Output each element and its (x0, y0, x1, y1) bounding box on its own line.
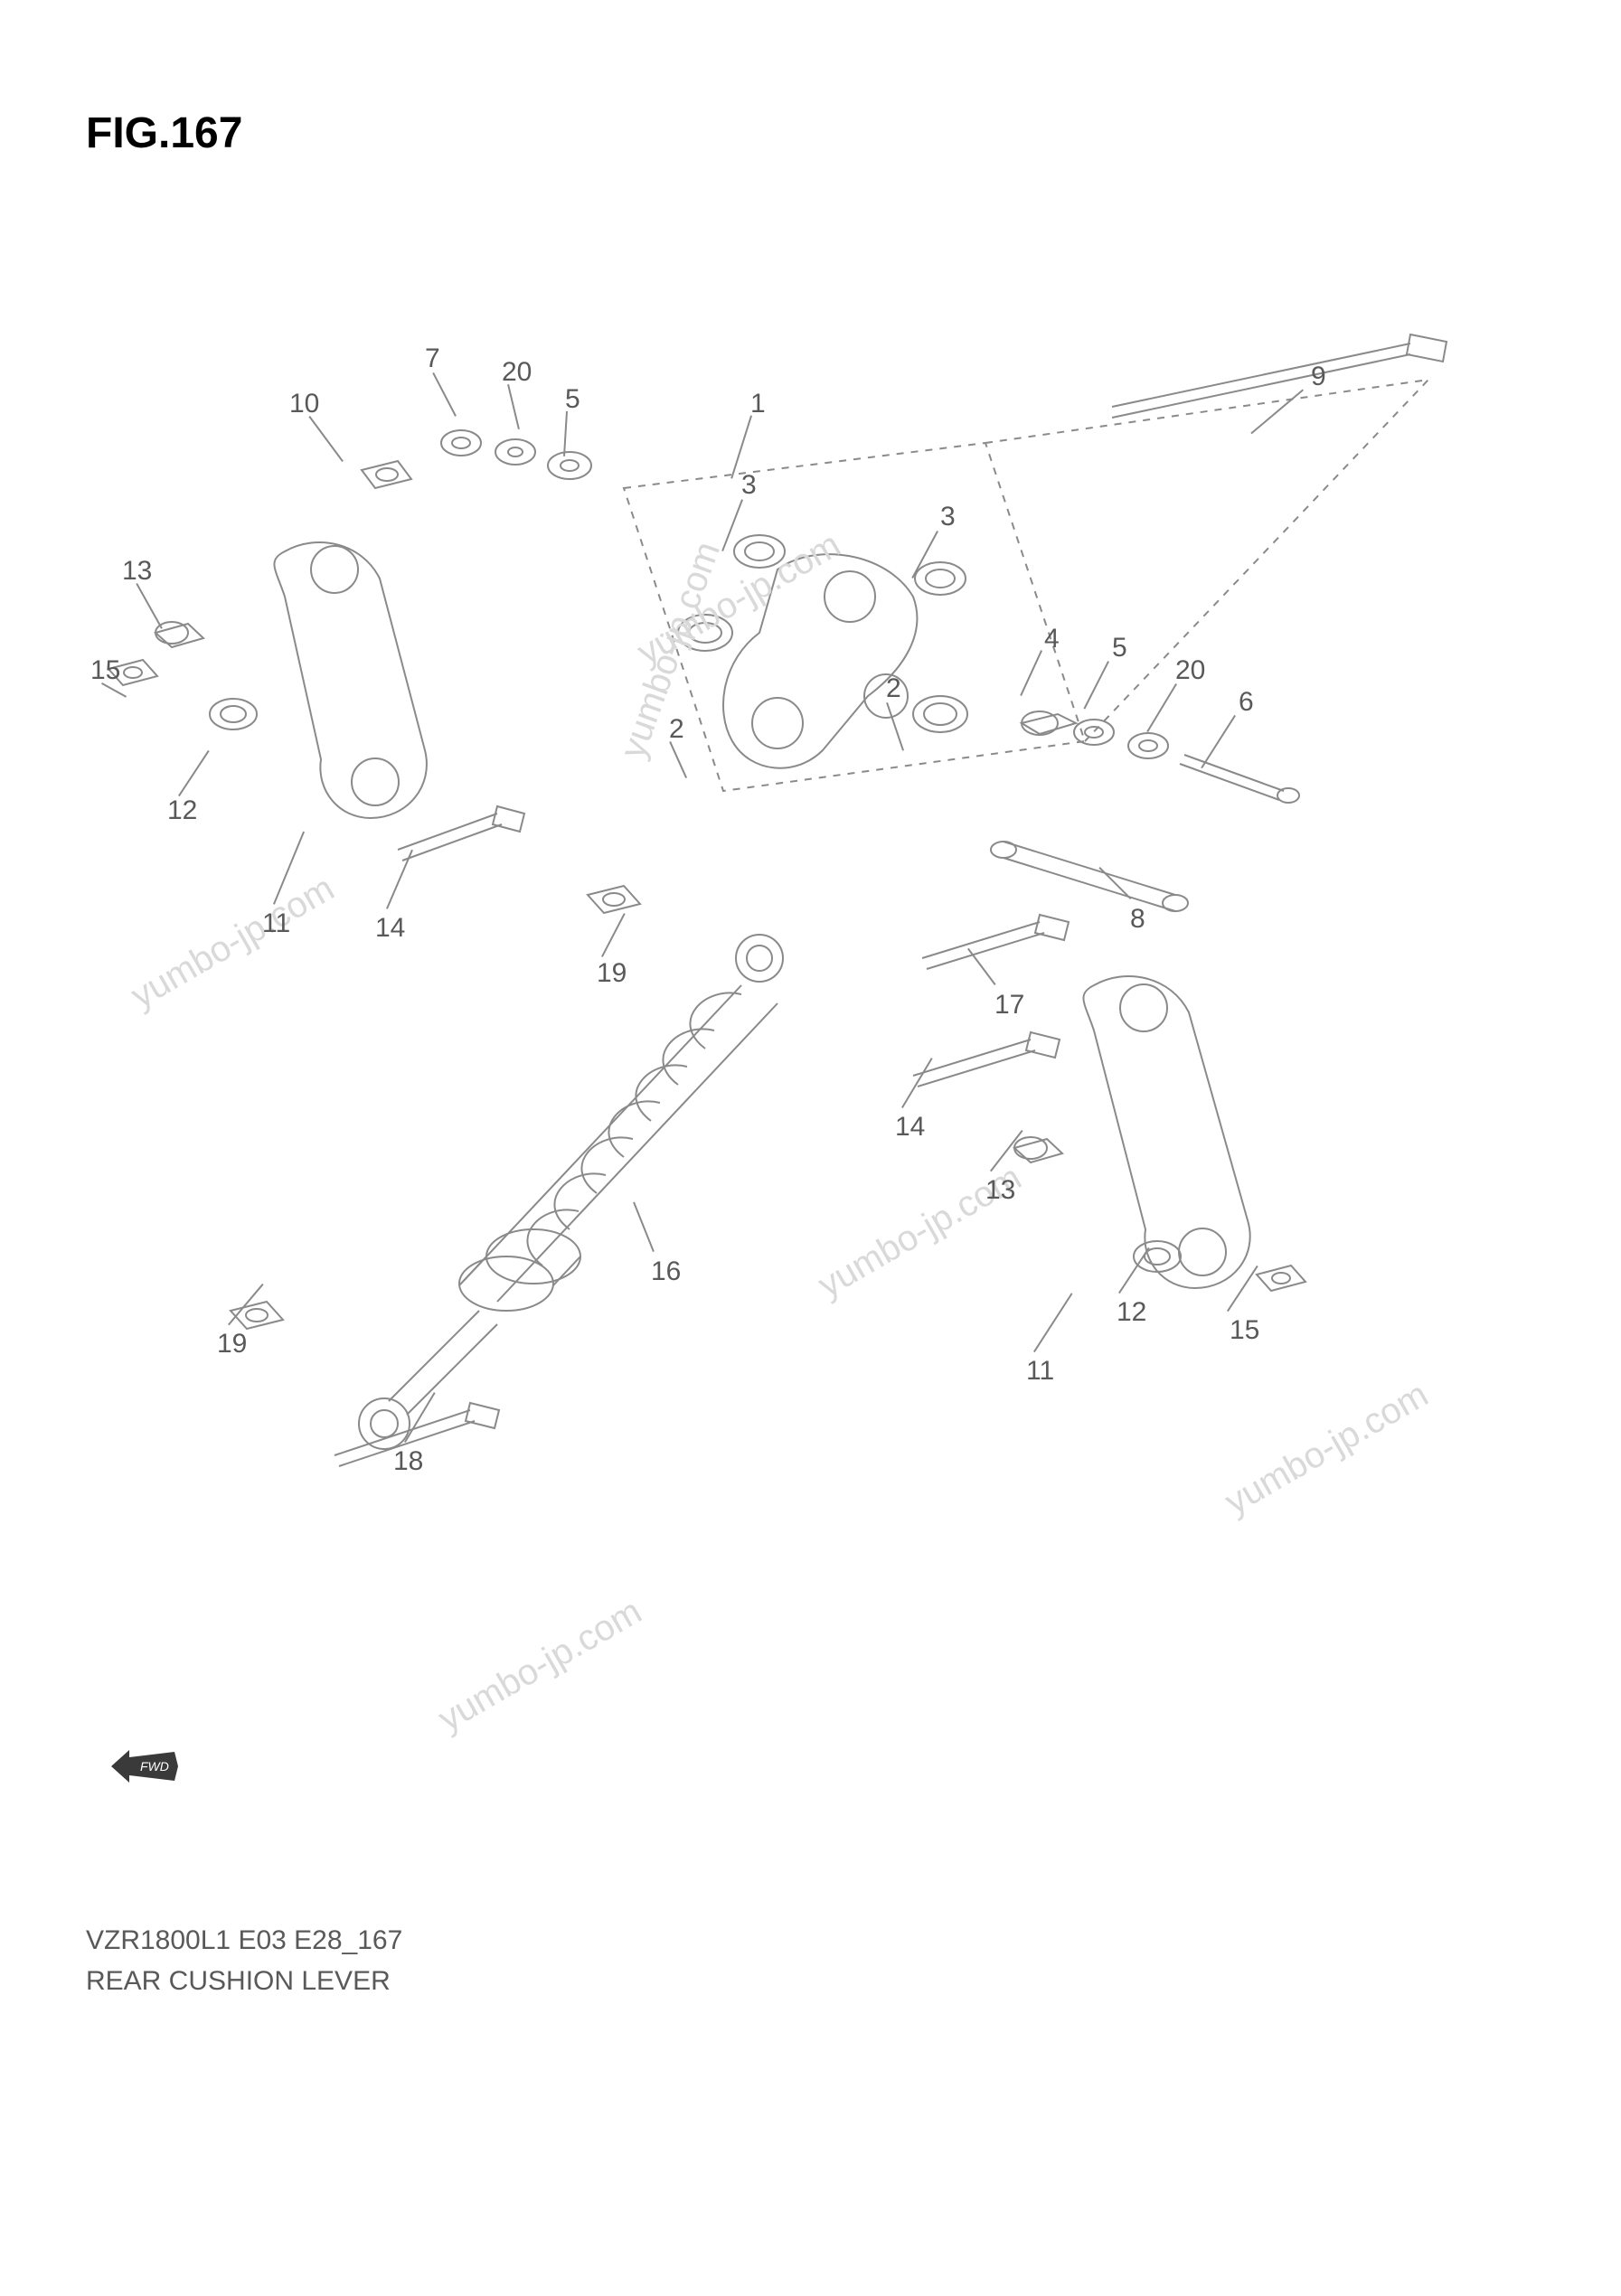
callout-18: 18 (393, 1446, 423, 1477)
callout-8: 8 (1130, 904, 1145, 935)
callout-1: 1 (750, 389, 766, 419)
exploded-diagram (72, 271, 1546, 1790)
figure-title: FIG.167 (86, 108, 242, 158)
callout-3b: 3 (940, 502, 956, 532)
callout-4: 4 (1044, 624, 1060, 654)
callout-3: 3 (741, 470, 757, 501)
callout-5b: 5 (1112, 633, 1127, 663)
callout-20b: 20 (1175, 655, 1205, 686)
callout-15: 15 (90, 655, 120, 686)
callout-19: 19 (597, 958, 627, 989)
callout-12b: 12 (1117, 1297, 1146, 1328)
callout-7: 7 (425, 343, 440, 374)
callout-20: 20 (502, 357, 532, 388)
callout-11: 11 (262, 908, 290, 939)
callout-11b: 11 (1026, 1356, 1054, 1387)
callout-17: 17 (994, 990, 1024, 1021)
callout-13b: 13 (985, 1175, 1015, 1206)
callout-10: 10 (289, 389, 319, 419)
footer-part-name: REAR CUSHION LEVER (86, 1966, 391, 1997)
callout-19b: 19 (217, 1329, 247, 1360)
callout-9: 9 (1311, 362, 1326, 392)
callout-14: 14 (375, 913, 405, 944)
diagram-svg (72, 271, 1546, 1790)
callout-2: 2 (886, 673, 901, 704)
callout-15b: 15 (1230, 1315, 1259, 1346)
callout-5: 5 (565, 384, 580, 415)
fwd-label: FWD (140, 1759, 169, 1774)
fwd-arrow-icon: FWD (95, 1745, 178, 1788)
callout-6: 6 (1239, 687, 1254, 718)
callout-12: 12 (167, 795, 197, 826)
callout-2b: 2 (669, 714, 684, 745)
footer-model: VZR1800L1 E03 E28_167 (86, 1925, 402, 1956)
callout-14b: 14 (895, 1112, 925, 1143)
callout-16: 16 (651, 1256, 681, 1287)
